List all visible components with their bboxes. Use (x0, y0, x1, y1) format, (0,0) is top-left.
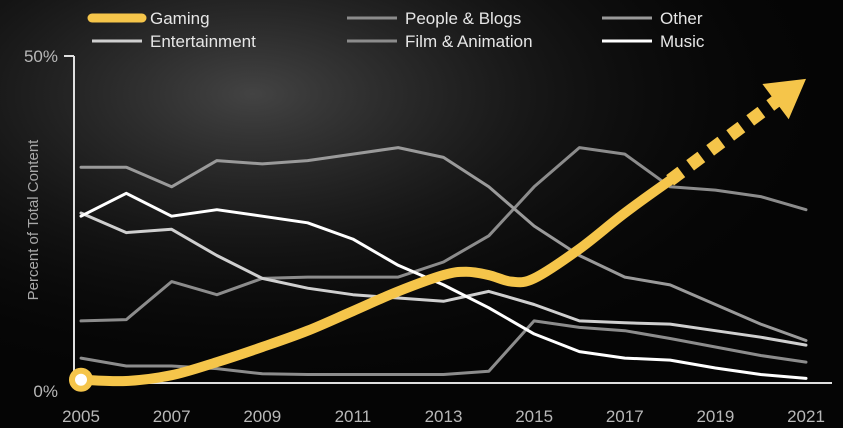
legend: Gaming People & Blogs Other Entertainment Fi… (87, 9, 705, 51)
legend-item-other: Other (602, 9, 703, 28)
y-tick-label-min: 0% (33, 382, 58, 401)
legend-item-music: Music (602, 32, 705, 51)
legend-item-entertainment: Entertainment (92, 32, 256, 51)
x-tick-label: 2013 (425, 407, 463, 426)
y-axis: 50% 0% Percent of Total Content (24, 47, 75, 401)
x-tick-label: 2005 (62, 407, 100, 426)
legend-label-gaming: Gaming (150, 9, 210, 28)
legend-label-other: Other (660, 9, 703, 28)
legend-item-gaming: Gaming (87, 9, 210, 28)
series-layer (69, 78, 808, 392)
x-tick-label: 2021 (787, 407, 825, 426)
x-tick-label: 2011 (335, 407, 372, 426)
y-axis-label: Percent of Total Content (25, 139, 42, 300)
legend-label-people_blogs: People & Blogs (405, 9, 521, 28)
series-line-other (79, 146, 808, 342)
x-ticks: 2005 2007 2009 2011 2013 2015 2017 2019 2021 (62, 407, 825, 426)
legend-label-music: Music (660, 32, 705, 51)
series-line-gaming (76, 175, 676, 387)
legend-label-entertainment: Entertainment (150, 32, 256, 51)
x-tick-label: 2019 (696, 407, 734, 426)
x-tick-label: 2007 (153, 407, 191, 426)
projection-arrowhead-gaming (762, 78, 806, 120)
x-axis: 2005 2007 2009 2011 2013 2015 2017 2019 2021 (62, 382, 832, 426)
x-tick-label: 2009 (243, 407, 281, 426)
legend-item-people_blogs: People & Blogs (347, 9, 521, 28)
legend-item-film_animation: Film & Animation (347, 32, 533, 51)
series-line-music (79, 191, 808, 380)
series-start-marker-gaming (69, 367, 93, 392)
x-tick-label: 2015 (515, 407, 553, 426)
projection-line-gaming (666, 93, 783, 186)
series-line-people_blogs (79, 146, 808, 323)
y-tick-label-max: 50% (24, 47, 58, 66)
legend-label-film_animation: Film & Animation (405, 32, 533, 51)
series-line-entertainment (79, 211, 808, 347)
x-tick-label: 2017 (606, 407, 644, 426)
